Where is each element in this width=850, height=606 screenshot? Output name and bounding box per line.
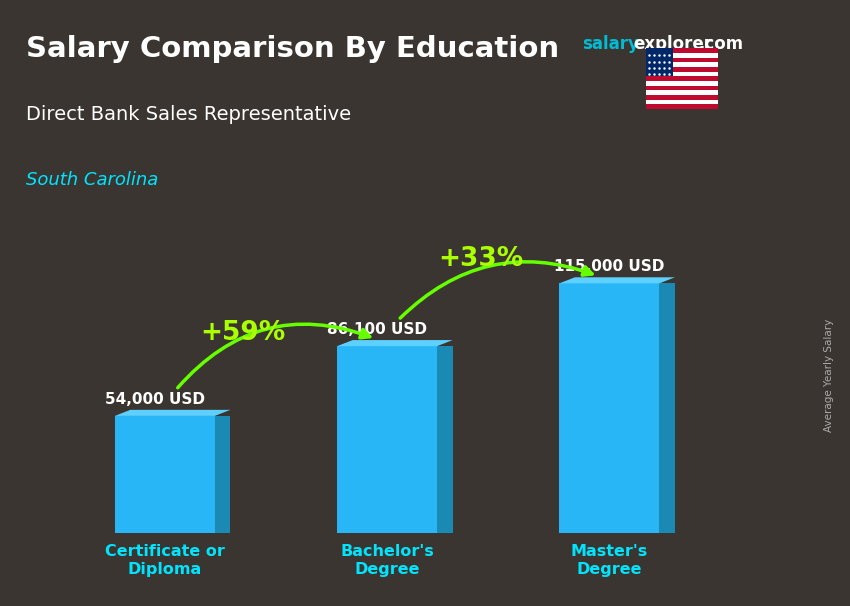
Polygon shape <box>437 346 453 533</box>
Bar <box>646 48 718 53</box>
Bar <box>646 48 673 76</box>
Text: 54,000 USD: 54,000 USD <box>105 391 205 407</box>
Bar <box>115 416 215 533</box>
Bar <box>646 81 718 86</box>
Text: +33%: +33% <box>438 246 523 272</box>
Bar <box>646 67 718 72</box>
Polygon shape <box>337 340 453 346</box>
Text: South Carolina: South Carolina <box>26 171 158 188</box>
Bar <box>646 90 718 95</box>
Bar <box>646 95 718 100</box>
Bar <box>646 86 718 90</box>
Polygon shape <box>215 416 230 533</box>
Bar <box>646 62 718 67</box>
Polygon shape <box>115 410 230 416</box>
Bar <box>646 72 718 76</box>
Text: 115,000 USD: 115,000 USD <box>554 259 664 274</box>
Bar <box>646 100 718 104</box>
Text: 86,100 USD: 86,100 USD <box>327 322 427 337</box>
Text: .com: .com <box>699 35 744 53</box>
Polygon shape <box>660 284 675 533</box>
Bar <box>646 58 718 62</box>
Text: Salary Comparison By Education: Salary Comparison By Education <box>26 35 558 63</box>
Text: explorer: explorer <box>633 35 712 53</box>
Text: Average Yearly Salary: Average Yearly Salary <box>824 319 834 432</box>
Text: +59%: +59% <box>200 321 286 347</box>
Text: Direct Bank Sales Representative: Direct Bank Sales Representative <box>26 105 350 124</box>
Text: salary: salary <box>582 35 639 53</box>
FancyArrowPatch shape <box>400 262 592 318</box>
Polygon shape <box>559 278 675 284</box>
Bar <box>337 346 437 533</box>
Bar <box>646 53 718 58</box>
Bar <box>646 104 718 109</box>
Bar <box>559 284 660 533</box>
Bar <box>646 76 718 81</box>
FancyArrowPatch shape <box>178 324 370 388</box>
